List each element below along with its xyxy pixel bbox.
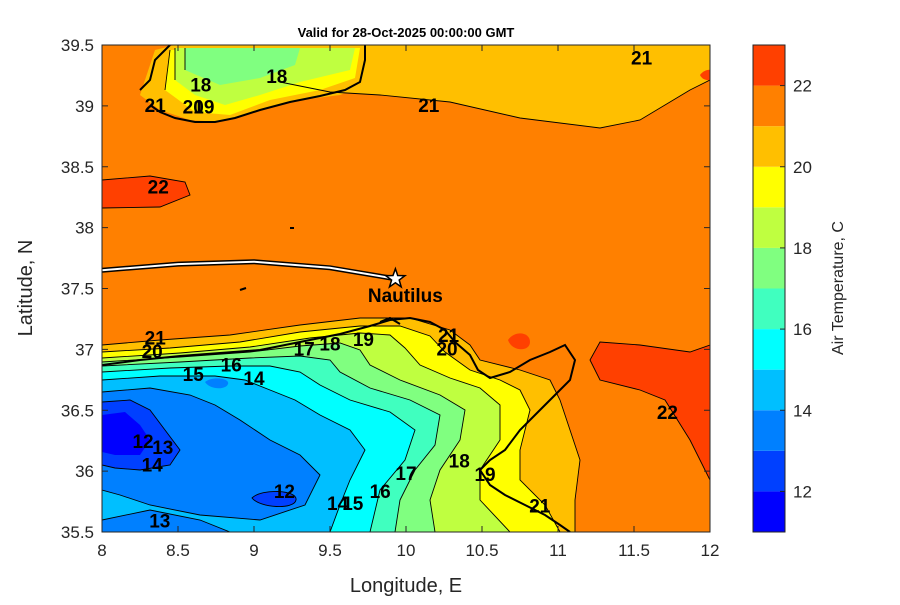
contour-label: 14 — [243, 369, 265, 390]
contour-label: 14 — [142, 455, 164, 476]
y-tick-label: 38.5 — [61, 158, 94, 177]
region-11-12-south — [102, 412, 150, 455]
x-tick-label: 8.5 — [166, 541, 190, 560]
contour-label: 18 — [319, 335, 340, 356]
contour-label: 14 — [327, 494, 349, 515]
contour-label: 20 — [183, 97, 204, 118]
y-tick-label: 37 — [75, 340, 94, 359]
chart-title: Valid for 28-Oct-2025 00:00:00 GMT — [298, 25, 515, 40]
contour-label: 21 — [631, 49, 653, 70]
colorbar-tick-label: 20 — [793, 158, 812, 177]
contour-label: 20 — [436, 340, 457, 361]
y-axis-label: Latitude, N — [15, 240, 37, 337]
contour-label: 12 — [132, 432, 153, 453]
colorbar-segment — [753, 45, 785, 86]
contour-label: 21 — [418, 96, 440, 117]
region-20-21-north — [280, 45, 710, 128]
colorbar-segment — [753, 166, 785, 208]
colorbar-frame — [752, 44, 786, 533]
y-tick-label: 39 — [75, 97, 94, 116]
x-tick-label: 8 — [97, 541, 106, 560]
contour-label: 16 — [221, 355, 242, 376]
region-22-23-ne — [700, 69, 710, 81]
contour-label: 21 — [145, 96, 167, 117]
colorbar-segment — [753, 207, 785, 248]
colorbar-segment — [753, 288, 785, 330]
y-tick-label: 38 — [75, 219, 94, 238]
colorbar-tick-label: 16 — [793, 320, 812, 339]
contour-label: 21 — [529, 497, 551, 518]
y-tick-label: 35.5 — [61, 523, 94, 542]
region-22-23-east — [590, 342, 710, 480]
contour-label: 12 — [274, 482, 295, 503]
contour-label: 19 — [353, 330, 374, 351]
contour-label: 15 — [183, 365, 205, 386]
colorbar-segment — [753, 369, 785, 411]
contour-label: 17 — [294, 340, 315, 361]
y-tick-label: 36.5 — [61, 401, 94, 420]
region-22-23-small — [508, 333, 530, 350]
x-tick-label: 11 — [549, 541, 567, 560]
contour-label: 17 — [395, 464, 416, 485]
colorbar-tick-label: 12 — [793, 482, 812, 501]
y-axis: 35.5 36 36.5 37 37.5 38 38.5 39 39.5 — [61, 36, 710, 542]
coastlines — [102, 45, 577, 532]
contour-label: 18 — [190, 75, 211, 96]
contour-label: 22 — [148, 178, 169, 199]
contour-label: 21 — [438, 326, 460, 347]
contour-label: 19 — [193, 97, 214, 118]
x-axis-label: Longitude, E — [350, 575, 462, 597]
marker-label: Nautilus — [368, 286, 443, 307]
colorbar-segment — [753, 329, 785, 370]
colorbar-segment — [753, 410, 785, 451]
colorbar-segment — [753, 450, 785, 492]
colorbar-tick-label: 18 — [793, 239, 812, 258]
y-tick-label: 37.5 — [61, 280, 94, 299]
contour-label: 13 — [149, 511, 170, 532]
colorbar-segment — [753, 247, 785, 289]
colorbar-tick-label: 22 — [793, 77, 812, 96]
colorbar-segment — [753, 126, 785, 167]
colorbar-label: Air Temperature, C — [830, 221, 847, 355]
x-tick-label: 9 — [249, 541, 258, 560]
contour-label: 18 — [266, 67, 287, 88]
colorbar-segment — [753, 491, 785, 532]
contour-label: 20 — [142, 342, 163, 363]
contour-label: 22 — [657, 403, 678, 424]
colorbar-segment — [753, 85, 785, 127]
x-tick-label: 10.5 — [465, 541, 498, 560]
x-tick-label: 11.5 — [618, 541, 650, 560]
region-15-16-patch — [205, 378, 229, 389]
region-17-18-nw — [185, 48, 300, 85]
y-tick-label: 36 — [75, 462, 94, 481]
contour-label: 13 — [152, 438, 173, 459]
y-tick-label: 39.5 — [61, 36, 94, 55]
x-tick-label: 10 — [397, 541, 416, 560]
x-axis: 8 8.5 9 9.5 10 10.5 11 11.5 12 — [97, 45, 719, 560]
region-12-13-patch — [252, 491, 297, 507]
contour-label: 18 — [449, 452, 470, 473]
colorbar-tick-label: 14 — [793, 401, 812, 420]
nautilus-star-icon — [383, 266, 408, 289]
region-13-14-south-bottom — [102, 510, 230, 532]
contour-label: 15 — [342, 494, 364, 515]
contour-label: 16 — [370, 482, 391, 503]
contour-label: 21 — [145, 329, 167, 350]
x-tick-label: 9.5 — [318, 541, 342, 560]
colorbar: 12 14 16 18 20 22 — [752, 44, 812, 533]
contour-label: 19 — [474, 465, 495, 486]
contour-lines — [102, 48, 710, 532]
region-22-23-west — [102, 176, 190, 208]
ship-track — [102, 260, 396, 280]
x-tick-label: 12 — [701, 541, 720, 560]
